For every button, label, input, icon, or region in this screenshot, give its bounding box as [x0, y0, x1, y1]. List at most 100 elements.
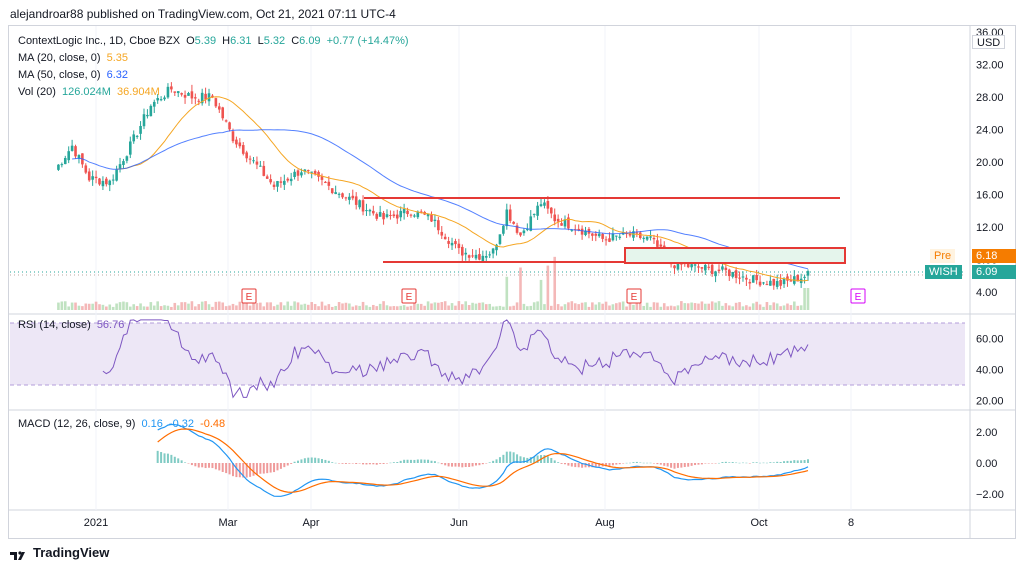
- macd-histogram-bar: [444, 463, 447, 466]
- volume-bar: [584, 302, 587, 310]
- candle-body: [512, 221, 515, 224]
- ma50-legend[interactable]: MA (50, close, 0) 6.32: [18, 69, 131, 81]
- volume-bar: [327, 304, 331, 310]
- macd-histogram-bar: [533, 456, 536, 463]
- earnings-marker[interactable]: [401, 288, 417, 304]
- macd-histogram-bar: [403, 459, 406, 463]
- macd-histogram-bar: [269, 463, 272, 473]
- symbol-legend[interactable]: ContextLogic Inc., 1D, Cboe BZX O5.39 H6…: [18, 35, 412, 47]
- candle-body: [409, 214, 413, 216]
- rsi-legend[interactable]: RSI (14, close) 56.76: [18, 319, 127, 331]
- volume-bar: [166, 305, 170, 310]
- macd-histogram-bar: [457, 463, 460, 467]
- macd-histogram-bar: [334, 462, 337, 464]
- volume-bar: [149, 302, 153, 310]
- candle-body: [491, 248, 495, 254]
- macd-histogram-bar: [355, 463, 358, 465]
- macd-histogram-bar: [741, 462, 744, 464]
- volume-bar: [170, 306, 173, 310]
- candle-body: [197, 100, 201, 102]
- volume-bar: [105, 306, 108, 310]
- candle-body: [745, 277, 748, 280]
- volume-bar: [806, 288, 810, 310]
- macd-histogram-bar: [204, 463, 207, 469]
- volume-bar: [580, 302, 584, 310]
- volume-bar: [686, 303, 690, 310]
- candle-body: [214, 98, 218, 107]
- candle-body: [526, 229, 529, 231]
- price-tick-label: 4.00: [976, 287, 997, 299]
- currency-label[interactable]: USD: [972, 35, 1006, 49]
- candle-body: [70, 145, 74, 151]
- volume-bar: [638, 302, 642, 310]
- candle-body: [478, 254, 481, 260]
- macd-histogram-bar: [297, 460, 300, 463]
- macd-tick-label: 0.00: [976, 458, 997, 470]
- candle-body: [105, 178, 108, 185]
- candle-body: [211, 95, 214, 98]
- volume-bar: [430, 303, 433, 310]
- volume-bar: [758, 304, 762, 310]
- macd-histogram-bar: [714, 463, 717, 464]
- macd-histogram-bar: [310, 457, 313, 463]
- volume-bar: [217, 301, 221, 310]
- volume-bar: [375, 306, 379, 310]
- chart-frame[interactable]: [8, 25, 1016, 539]
- volume-bar: [77, 305, 81, 310]
- macd-histogram-bar: [598, 463, 601, 467]
- macd-histogram-bar: [242, 463, 245, 478]
- volume-bar: [276, 304, 279, 310]
- volume-bar: [464, 301, 468, 310]
- volume-bar: [94, 301, 98, 310]
- candle-body: [419, 211, 423, 213]
- volume-bar: [269, 302, 272, 310]
- volume-bar: [98, 304, 101, 310]
- volume-legend[interactable]: Vol (20) 126.024M 36.904M: [18, 86, 163, 98]
- candle-body: [656, 240, 659, 247]
- volume-bar: [351, 306, 355, 310]
- macd-histogram-bar: [796, 460, 799, 463]
- volume-bar: [207, 304, 211, 310]
- time-tick-label: Jun: [450, 517, 468, 529]
- macd-histogram-bar: [553, 460, 556, 463]
- macd-histogram-bar: [629, 462, 632, 464]
- tradingview-brand[interactable]: TradingView: [10, 545, 109, 560]
- volume-bar: [283, 305, 286, 310]
- candle-body: [426, 213, 430, 217]
- earnings-marker[interactable]: [850, 288, 866, 304]
- ma20-legend[interactable]: MA (20, close, 0) 5.35: [18, 52, 131, 64]
- volume-bar: [163, 305, 166, 310]
- macd-histogram-bar: [560, 463, 563, 464]
- volume-bar: [611, 304, 615, 310]
- macd-histogram-bar: [543, 455, 546, 463]
- volume-bar: [63, 301, 67, 310]
- candle-body: [163, 97, 166, 100]
- macd-histogram-bar: [396, 462, 399, 463]
- macd-histogram-bar: [218, 463, 221, 471]
- macd-histogram-bar: [468, 463, 471, 467]
- candle-body: [358, 200, 361, 208]
- earnings-marker-label: E: [246, 292, 253, 303]
- earnings-marker[interactable]: [626, 288, 642, 304]
- candle-body: [560, 223, 563, 226]
- volume-bar: [769, 305, 772, 310]
- macd-legend[interactable]: MACD (12, 26, close, 9) 0.16 -0.32 -0.48: [18, 418, 228, 430]
- candle-body: [673, 265, 676, 269]
- macd-histogram-bar: [783, 461, 786, 463]
- volume-bar: [683, 303, 687, 310]
- macd-histogram-bar: [368, 463, 371, 465]
- candle-body: [697, 266, 700, 268]
- volume-bar: [180, 302, 183, 310]
- volume-bar: [454, 305, 457, 310]
- candle-body: [762, 282, 765, 284]
- volume-bar: [628, 302, 632, 310]
- earnings-marker-label: E: [406, 292, 413, 303]
- earnings-marker[interactable]: [241, 288, 257, 304]
- consolidation-box[interactable]: [624, 247, 846, 264]
- candle-body: [344, 197, 348, 199]
- candle-body: [368, 209, 372, 212]
- macd-histogram-bar: [618, 463, 621, 465]
- candle-body: [549, 207, 553, 214]
- candle-body: [118, 164, 122, 169]
